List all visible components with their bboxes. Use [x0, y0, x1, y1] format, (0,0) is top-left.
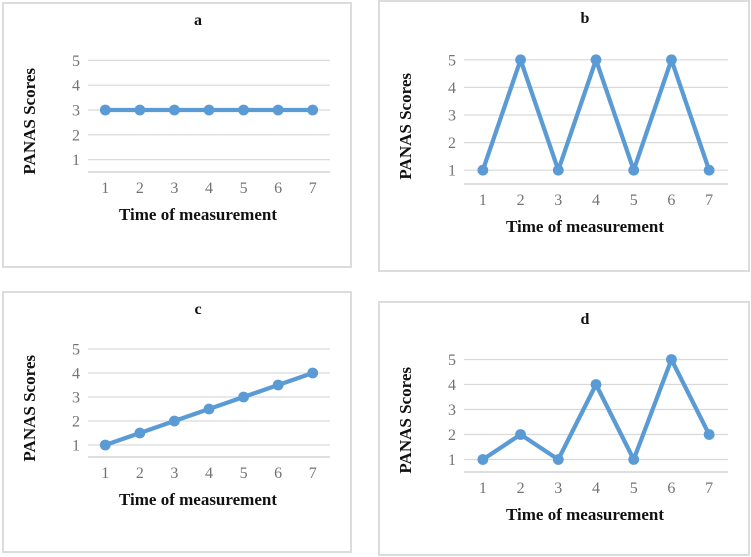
- svg-text:6: 6: [667, 192, 675, 209]
- x-axis-label-d: Time of measurement: [505, 505, 664, 524]
- svg-text:2: 2: [136, 180, 144, 197]
- svg-text:5: 5: [448, 352, 456, 369]
- svg-text:7: 7: [309, 180, 317, 197]
- y-axis-label-box-a: PANAS Scores: [8, 40, 52, 202]
- chart-area-c: PANAS Scores 1 2 3 4 5 1 2 3 4 5 6 7: [8, 329, 344, 487]
- svg-text:1: 1: [479, 192, 487, 209]
- y-axis-label-b: PANAS Scores: [396, 72, 415, 180]
- svg-text:6: 6: [667, 480, 675, 497]
- svg-text:3: 3: [170, 465, 178, 482]
- svg-text:2: 2: [517, 192, 525, 209]
- svg-text:4: 4: [72, 78, 80, 95]
- svg-text:4: 4: [205, 180, 213, 197]
- chart-area-b: PANAS Scores 1 2 3 4 5 1 2 3 4 5 6 7: [384, 38, 742, 214]
- svg-text:1: 1: [72, 438, 80, 455]
- svg-text:4: 4: [448, 80, 456, 97]
- x-axis-label-c: Time of measurement: [118, 490, 277, 509]
- svg-text:1: 1: [448, 163, 456, 180]
- y-axis-label-a: PANAS Scores: [20, 67, 39, 175]
- svg-text:1: 1: [101, 465, 109, 482]
- chart-title-d: d: [580, 311, 590, 328]
- svg-text:5: 5: [72, 53, 80, 70]
- svg-text:3: 3: [72, 390, 80, 407]
- svg-text:1: 1: [448, 452, 456, 469]
- svg-text:3: 3: [448, 108, 456, 125]
- line-chart-d: 1 2 3 4 5 1 2 3 4 5 6 7: [448, 352, 728, 497]
- svg-text:3: 3: [72, 103, 80, 120]
- chart-area-a: PANAS Scores 1 2 3 4 5 1 2 3 4 5 6 7: [8, 40, 344, 202]
- line-chart-a: 1 2 3 4 5 1 2 3 4 5 6 7: [72, 53, 330, 197]
- svg-text:7: 7: [705, 480, 713, 497]
- svg-text:4: 4: [592, 192, 600, 209]
- svg-text:3: 3: [170, 180, 178, 197]
- line-chart-b: 1 2 3 4 5 1 2 3 4 5 6 7: [448, 52, 728, 209]
- chart-title-a: a: [194, 12, 202, 29]
- line-chart-c: 1 2 3 4 5 1 2 3 4 5 6 7: [72, 342, 330, 482]
- svg-text:5: 5: [630, 480, 638, 497]
- svg-text:2: 2: [517, 480, 525, 497]
- svg-text:4: 4: [448, 377, 456, 394]
- svg-text:2: 2: [448, 427, 456, 444]
- svg-text:5: 5: [240, 465, 248, 482]
- panel-b: b PANAS Scores 1 2 3 4 5 1 2 3 4 5 6 7 Time of meas…: [378, 0, 750, 272]
- svg-text:2: 2: [72, 414, 80, 431]
- svg-text:5: 5: [448, 52, 456, 69]
- svg-text:4: 4: [592, 480, 600, 497]
- svg-text:5: 5: [630, 192, 638, 209]
- svg-text:4: 4: [72, 366, 80, 383]
- y-axis-label-d: PANAS Scores: [396, 367, 415, 474]
- chart-area-d: PANAS Scores 1 2 3 4 5 1 2 3 4 5 6 7: [384, 339, 742, 502]
- svg-text:4: 4: [205, 465, 213, 482]
- y-axis-label-box-b: PANAS Scores: [384, 38, 428, 214]
- y-axis-label-box-d: PANAS Scores: [384, 339, 428, 502]
- x-axis-label-b: Time of measurement: [505, 217, 664, 236]
- svg-text:6: 6: [274, 180, 282, 197]
- y-axis-label-box-c: PANAS Scores: [8, 329, 52, 487]
- svg-text:7: 7: [309, 465, 317, 482]
- svg-text:5: 5: [72, 342, 80, 359]
- panel-a: a PANAS Scores 1 2 3 4 5 1 2 3 4 5 6 7 Time of meas…: [2, 2, 352, 268]
- chart-title-c: c: [194, 301, 202, 318]
- y-axis-label-c: PANAS Scores: [20, 354, 39, 462]
- chart-title-b: b: [580, 10, 590, 27]
- svg-text:5: 5: [240, 180, 248, 197]
- svg-text:1: 1: [101, 180, 109, 197]
- svg-text:1: 1: [72, 152, 80, 169]
- svg-text:6: 6: [274, 465, 282, 482]
- svg-text:3: 3: [448, 402, 456, 419]
- svg-text:2: 2: [136, 465, 144, 482]
- svg-text:1: 1: [479, 480, 487, 497]
- panel-c: c PANAS Scores 1 2 3 4 5 1 2 3 4 5 6 7 Time of meas…: [2, 291, 352, 553]
- panel-d: d PANAS Scores 1 2 3 4 5 1 2 3 4 5 6 7 Time of meas…: [378, 301, 750, 556]
- svg-text:2: 2: [448, 135, 456, 152]
- svg-text:7: 7: [705, 192, 713, 209]
- svg-text:3: 3: [554, 192, 562, 209]
- x-axis-label-a: Time of measurement: [118, 205, 277, 224]
- svg-text:2: 2: [72, 127, 80, 144]
- svg-text:3: 3: [554, 480, 562, 497]
